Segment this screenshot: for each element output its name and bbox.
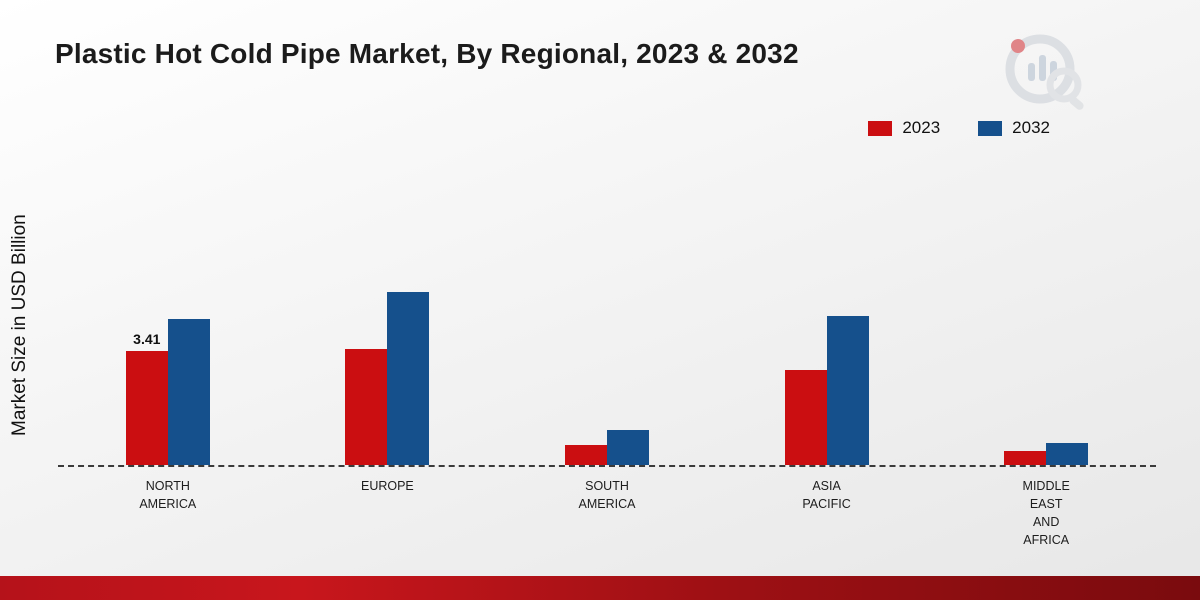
bar-2032 — [606, 429, 649, 465]
bar-pair — [784, 315, 869, 465]
y-axis-label: Market Size in USD Billion — [9, 214, 30, 436]
category-label: NORTH AMERICA — [139, 479, 197, 512]
bar-2032 — [1046, 443, 1089, 465]
bar-pair — [345, 292, 430, 465]
bar-group: EUROPE — [345, 292, 430, 493]
bar-group: ASIA PACIFIC — [784, 315, 869, 511]
legend-swatch-2023 — [868, 120, 893, 136]
legend-label-2032: 2032 — [1012, 118, 1050, 137]
bar-2023 — [1004, 450, 1047, 465]
bar-2023 — [345, 349, 388, 465]
bar-pair: 3.41 — [125, 319, 210, 465]
category-label: SOUTH AMERICA — [578, 479, 636, 512]
bar-group: 3.41 NORTH AMERICA — [125, 319, 210, 511]
chart-title: Plastic Hot Cold Pipe Market, By Regiona… — [55, 38, 799, 69]
bar-pair — [1004, 443, 1089, 465]
legend-item-2023: 2023 — [868, 118, 940, 138]
brand-logo-graphic — [1005, 34, 1084, 110]
bar-2032 — [387, 292, 430, 465]
footer-accent-bar — [0, 576, 1200, 600]
bar-pair — [564, 429, 649, 465]
bar-value-label: 3.41 — [133, 330, 161, 347]
category-label: ASIA PACIFIC — [802, 479, 851, 512]
bar-2032 — [826, 315, 869, 465]
bar-group: SOUTH AMERICA — [564, 429, 649, 511]
bar-chart: 3.41 NORTH AMERICA EUROPE SOUTH AMERICA ASIA… — [58, 120, 1156, 547]
bar-2023 — [125, 350, 168, 465]
bar-2023 — [564, 444, 607, 465]
legend-item-2032: 2032 — [978, 118, 1050, 138]
legend-label-2023: 2023 — [902, 118, 941, 137]
category-label: MIDDLE EAST AND AFRICA — [1022, 479, 1070, 548]
bar-2032 — [167, 319, 210, 465]
bar-2023 — [784, 369, 827, 465]
bar-group: MIDDLE EAST AND AFRICA — [1004, 443, 1089, 547]
category-label: EUROPE — [360, 479, 414, 493]
brand-logo — [1000, 25, 1092, 118]
legend: 2023 2032 — [868, 118, 1050, 138]
legend-swatch-2032 — [978, 120, 1003, 136]
